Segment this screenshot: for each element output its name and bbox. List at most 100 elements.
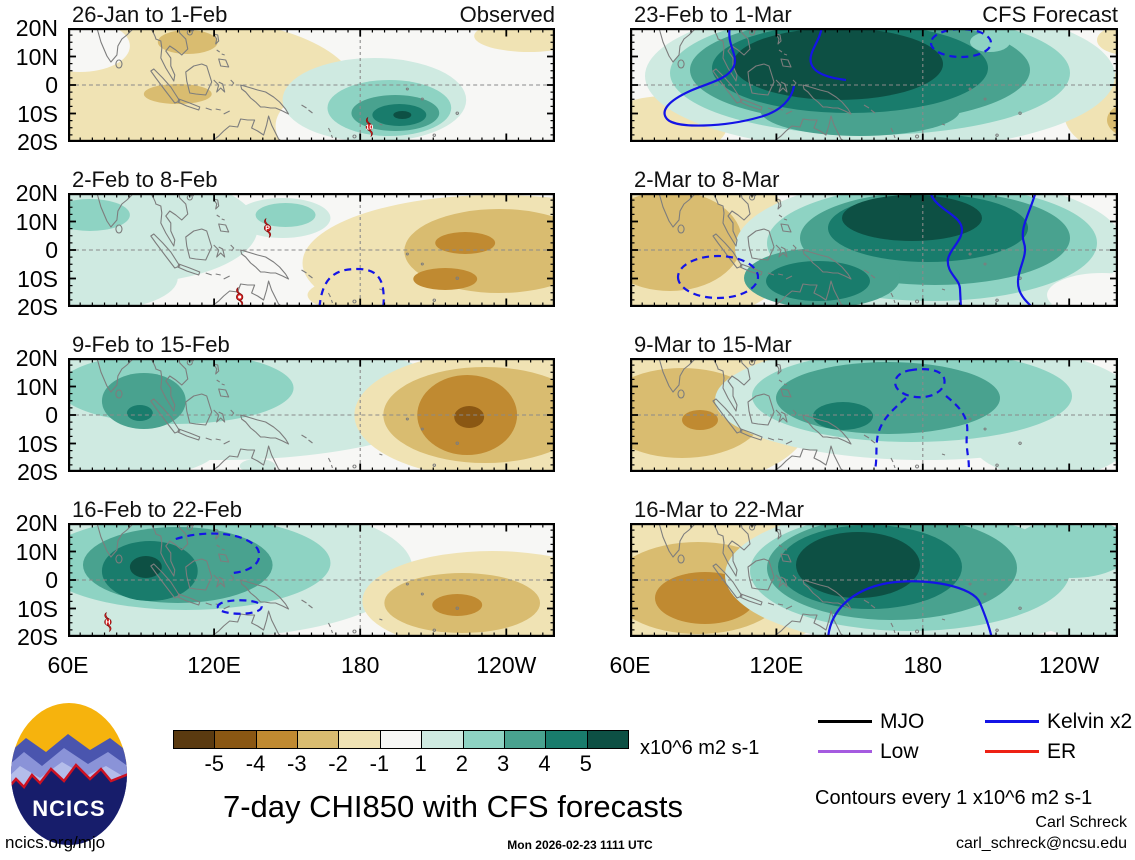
- colorbar-tick-label: -3: [287, 751, 307, 776]
- map-canvas: [630, 523, 1118, 637]
- anomaly-blob: [1047, 273, 1118, 307]
- anomaly-blob: [413, 268, 478, 290]
- colorbar-tick-label: 4: [538, 751, 551, 776]
- anomaly-blob: [393, 111, 412, 119]
- tropical-cyclone-icon: [236, 286, 244, 307]
- y-tick-label: 0: [45, 237, 58, 263]
- panel-title: 2-Feb to 8-Feb: [72, 167, 218, 192]
- map-panel: 23-Feb to 1-Mar CFS Forecast: [630, 2, 1118, 142]
- colorbar-tick-label: -5: [204, 751, 225, 776]
- y-tick-label: 10S: [17, 100, 58, 127]
- site-link: ncics.org/mjo: [5, 833, 106, 852]
- panel-frame: [630, 523, 1118, 637]
- x-tick-label: 180: [341, 652, 380, 678]
- x-tick-label: 120W: [1039, 652, 1100, 678]
- panel-title: 26-Jan to 1-Feb: [72, 2, 228, 27]
- anomaly-blob: [474, 28, 555, 52]
- map-panel: 2-Mar to 8-Mar: [630, 167, 1118, 307]
- y-tick-label: 20S: [17, 624, 58, 650]
- x-tick-label: 180: [903, 652, 942, 678]
- map-panel: 9-Mar to 15-Mar: [630, 332, 1118, 472]
- panel-title: 23-Feb to 1-Mar: [634, 2, 792, 27]
- anomaly-blob: [1097, 28, 1118, 55]
- y-tick-label: 10N: [15, 373, 58, 400]
- kelvin-contour-dashed: [318, 267, 385, 307]
- y-tick-label: 10N: [15, 208, 58, 235]
- x-tick-label: 120E: [187, 652, 241, 678]
- panel-frame: [630, 28, 1118, 142]
- tropical-cyclone-icon: H: [104, 611, 112, 633]
- y-tick-label: 10N: [15, 538, 58, 565]
- timestamp: Mon 2026-02-23 1111 UTC: [507, 838, 653, 852]
- anomaly-blob: [255, 203, 316, 227]
- colorbar-tick-label: 2: [455, 751, 469, 776]
- ncics-logo: NCICS: [11, 703, 127, 845]
- figure-title: 7-day CHI850 with CFS forecasts: [222, 789, 683, 824]
- y-tick-label: 20N: [15, 15, 58, 41]
- colorbar-unit: x10^6 m2 s-1: [640, 737, 760, 759]
- x-tick-label: 120W: [476, 652, 537, 678]
- y-tick-label: 10S: [17, 595, 58, 622]
- panel-title: 16-Feb to 22-Feb: [72, 497, 242, 522]
- anomaly-blob: [101, 373, 186, 429]
- kelvin-contour-dashed: [929, 28, 993, 59]
- y-tick-label: 20S: [17, 459, 58, 485]
- legend-swatch-line: [818, 750, 872, 753]
- legend-label: Low: [880, 740, 919, 763]
- map-panel: 16-Feb to 22-Feb H: [68, 497, 555, 637]
- panel-corner-label: Observed: [459, 2, 555, 27]
- kelvin-contour-dashed: [945, 395, 970, 472]
- legend-label: MJO: [880, 710, 925, 733]
- svg-text:H: H: [105, 620, 110, 627]
- colorbar-cell: [379, 731, 422, 748]
- panel-title: 2-Mar to 8-Mar: [634, 167, 780, 192]
- map-canvas: [630, 358, 1118, 472]
- colorbar-cell: [421, 731, 463, 748]
- anomaly-blob: [239, 459, 276, 472]
- map-canvas: H: [68, 523, 555, 637]
- map-canvas: P: [68, 193, 555, 307]
- anomaly-blob: [68, 418, 218, 472]
- kelvin-contour-dashed: [216, 599, 263, 615]
- panel-title: 16-Mar to 22-Mar: [634, 497, 804, 522]
- colorbar-tick-label: -1: [369, 751, 390, 776]
- y-tick-label: 20S: [17, 294, 58, 320]
- anomaly-blob: [842, 195, 982, 241]
- panel-title: 9-Feb to 15-Feb: [72, 332, 230, 357]
- colorbar: [173, 730, 629, 749]
- anomaly-blob: [68, 28, 130, 72]
- credit-email: carl_schreck@ncsu.edu: [956, 835, 1127, 852]
- y-tick-label: 0: [45, 567, 58, 593]
- anomaly-blob: [68, 246, 178, 307]
- anomaly-blob: [129, 556, 162, 578]
- colorbar-tick-label: 1: [414, 751, 427, 776]
- y-tick-label: 0: [45, 402, 58, 428]
- x-tick-label: 60E: [609, 652, 651, 678]
- y-tick-label: 20N: [15, 345, 58, 371]
- colorbar-cell: [586, 731, 628, 748]
- panel-frame: [68, 193, 555, 307]
- legend-label: ER: [1047, 740, 1077, 763]
- anomaly-blob: [796, 532, 920, 598]
- colorbar-cell: [214, 731, 256, 748]
- anomaly-blob: [813, 402, 873, 430]
- anomaly-blob: [1012, 523, 1118, 578]
- map-panel: 2-Feb to 8-Feb P: [68, 167, 555, 307]
- kelvin-contour-dashed: [676, 254, 760, 300]
- tropical-cyclone-icon: P: [263, 217, 272, 239]
- kelvin-contour: [929, 193, 964, 307]
- colorbar-cell: [338, 731, 380, 748]
- tropical-cyclone-icon: 10: [365, 116, 373, 138]
- kelvin-contour-dashed: [873, 397, 907, 472]
- colorbar-cell: [174, 731, 215, 748]
- svg-text:P: P: [265, 226, 270, 233]
- x-tick-label: 60E: [47, 652, 89, 678]
- anomaly-blob: [630, 193, 742, 291]
- contours-note: Contours every 1 x10^6 m2 s-1: [815, 787, 1093, 809]
- logo-ridgeline: [11, 763, 127, 797]
- y-tick-label: 10S: [17, 430, 58, 457]
- x-tick-label: 120E: [749, 652, 804, 678]
- anomaly-blob: [435, 232, 496, 254]
- kelvin-contour: [663, 28, 796, 127]
